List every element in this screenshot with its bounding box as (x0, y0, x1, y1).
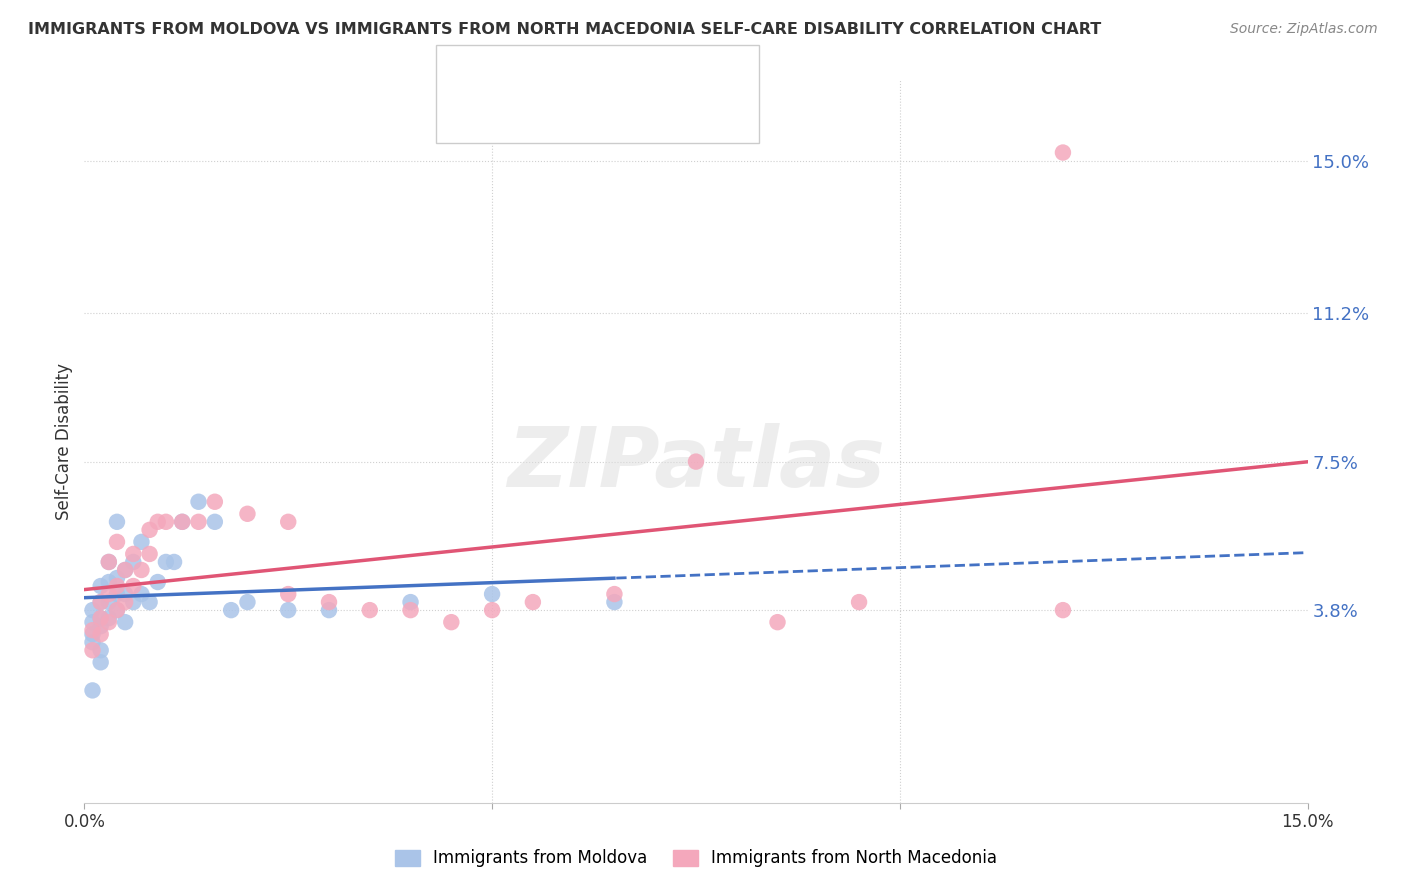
Point (114, 615, 136, 630)
Point (522, 595, 544, 609)
Point (236, 595, 259, 609)
Point (82, 623, 104, 637)
Point (82, 603, 104, 617)
Point (82, 643, 104, 657)
Point (114, 563, 136, 577)
Point (187, 515, 209, 529)
Point (481, 587, 503, 601)
Point (82, 627, 104, 641)
Point (359, 603, 381, 617)
Point (97, 575, 120, 590)
Point (1052, 603, 1074, 617)
Point (204, 494, 226, 508)
Point (766, 615, 789, 630)
Point (219, 603, 242, 617)
Point (318, 595, 340, 609)
Point (97, 595, 120, 609)
Point (277, 515, 299, 529)
Legend: Immigrants from Moldova, Immigrants from North Macedonia: Immigrants from Moldova, Immigrants from… (388, 843, 1004, 874)
Point (848, 595, 870, 609)
Point (138, 523, 160, 537)
Point (105, 515, 128, 529)
Point (114, 595, 136, 609)
Text: Source: ZipAtlas.com: Source: ZipAtlas.com (1230, 22, 1378, 37)
Point (97, 615, 120, 630)
Point (146, 515, 169, 529)
Point (122, 547, 145, 561)
Point (90, 643, 112, 657)
Point (685, 455, 707, 469)
Point (105, 571, 128, 585)
Text: R = 0.653   N = 38: R = 0.653 N = 38 (492, 105, 650, 123)
Point (90, 627, 112, 641)
Text: R = 0.108   N = 40: R = 0.108 N = 40 (492, 69, 650, 87)
Text: ZIPatlas: ZIPatlas (508, 423, 884, 504)
Point (399, 603, 422, 617)
Point (90, 655, 112, 669)
Point (187, 494, 209, 508)
Point (97, 611, 120, 625)
Text: IMMIGRANTS FROM MOLDOVA VS IMMIGRANTS FROM NORTH MACEDONIA SELF-CARE DISABILITY : IMMIGRANTS FROM MOLDOVA VS IMMIGRANTS FR… (28, 22, 1101, 37)
Point (399, 595, 422, 609)
Point (90, 595, 112, 609)
Point (97, 587, 120, 601)
Point (90, 619, 112, 633)
Point (131, 563, 153, 577)
Point (138, 595, 160, 609)
Point (105, 587, 128, 601)
Point (90, 579, 112, 593)
Point (105, 579, 128, 593)
Point (105, 535, 128, 549)
Point (97, 555, 120, 569)
Point (105, 603, 128, 617)
Point (155, 555, 177, 569)
Point (90, 595, 112, 609)
Point (122, 595, 145, 609)
Point (277, 603, 299, 617)
Point (155, 515, 177, 529)
Point (82, 683, 104, 698)
Point (114, 587, 136, 601)
Point (82, 615, 104, 630)
Point (204, 515, 226, 529)
Y-axis label: Self-Care Disability: Self-Care Disability (55, 363, 73, 520)
Point (277, 587, 299, 601)
Point (172, 515, 194, 529)
Point (1052, 145, 1074, 160)
Point (82, 635, 104, 649)
Point (131, 535, 153, 549)
Point (105, 603, 128, 617)
Point (131, 587, 153, 601)
Point (481, 603, 503, 617)
Point (97, 555, 120, 569)
Point (122, 579, 145, 593)
Point (603, 587, 626, 601)
Point (440, 615, 463, 630)
Point (172, 515, 194, 529)
Point (603, 595, 626, 609)
Point (163, 555, 186, 569)
Point (138, 547, 160, 561)
Point (90, 611, 112, 625)
Point (318, 603, 340, 617)
Point (90, 611, 112, 625)
Point (146, 575, 169, 590)
Point (236, 507, 259, 521)
Point (114, 563, 136, 577)
Point (122, 555, 145, 569)
